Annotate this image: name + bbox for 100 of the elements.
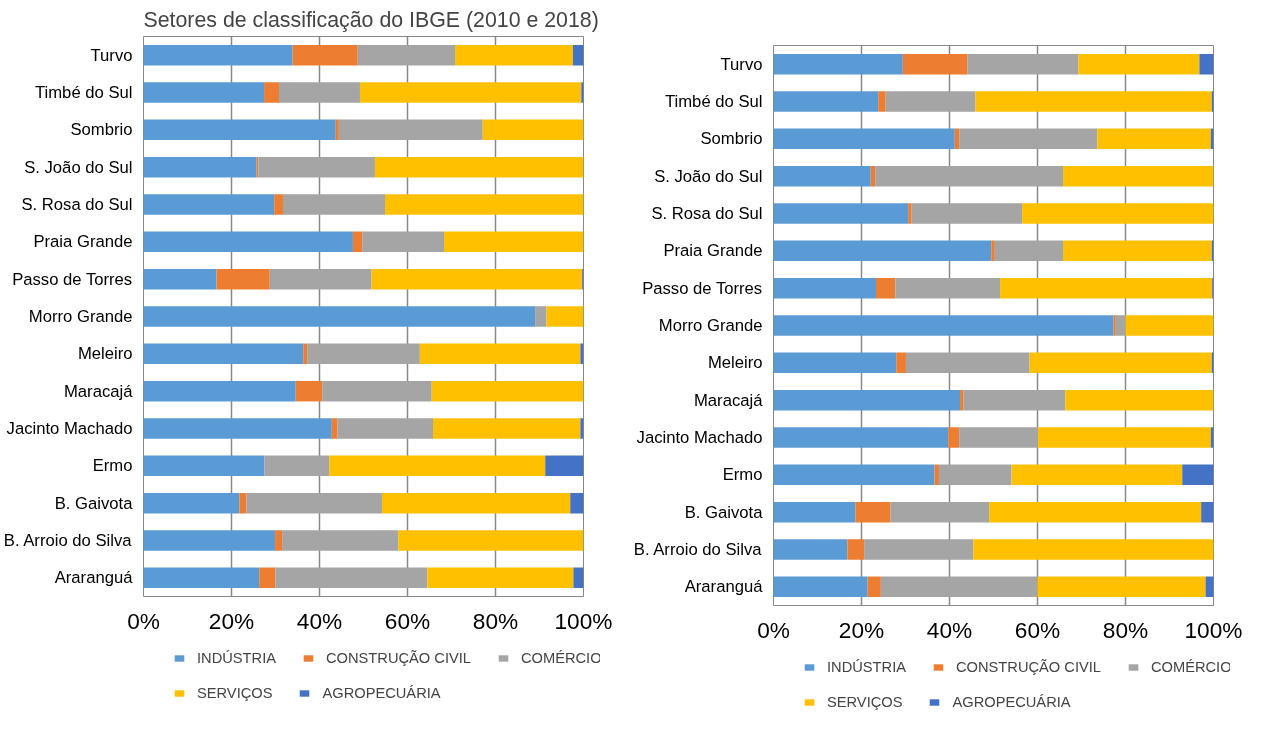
bar [143,530,276,551]
bar [938,464,1012,486]
bar [338,119,483,141]
legend-label: CONSTRUÇÃO CIVIL [326,650,471,666]
bar [433,418,581,439]
y-tick-label: Ermo [92,456,133,476]
bar [875,165,1064,187]
y-tick-label: Sombrio [700,129,763,149]
bar [535,306,547,327]
bar [322,380,432,402]
legend-label: COMÉRCIO [1150,659,1231,675]
y-tick-label: B. Arroio do Silva [633,540,763,559]
bar [773,128,955,150]
legend-label: SERVIÇOS [827,694,903,710]
bar [431,380,584,402]
bar [1037,576,1206,598]
bar [143,82,265,103]
bar [264,82,280,103]
y-tick-label: S. Rosa do Sul [21,195,133,214]
x-tick-label: 20% [208,607,255,634]
bar [307,343,420,365]
bar [143,418,332,439]
y-tick-label: Jacinto Machado [636,428,763,447]
bar [580,418,584,439]
chart-title: Setores de classificação do IBGE (2010 e 2018) [143,7,599,32]
bar [282,530,399,551]
bar [546,306,584,327]
bar [1022,203,1214,224]
bar [963,389,1066,411]
bar [896,352,906,374]
y-tick-label: Turvo [720,54,763,74]
x-tick-label: 100% [1184,616,1243,643]
bar [143,44,293,66]
y-tick-label: B. Gaivota [684,502,764,522]
bar [773,539,848,560]
bar [545,455,584,477]
x-tick-label: 80% [472,607,519,634]
bar [371,268,583,290]
bar [1065,389,1214,411]
bar [216,268,270,290]
bar [989,501,1202,523]
y-tick-label: S. João do Sul [654,166,763,186]
bar [994,240,1064,262]
bar [482,119,584,141]
bar [773,576,868,598]
bar [143,343,304,365]
y-tick-label: Praia Grande [33,232,133,252]
bar [880,576,1038,598]
bar [773,277,877,299]
bar [905,352,1030,374]
x-tick-label: 40% [296,607,343,634]
bar [359,82,582,103]
bar [570,492,584,514]
bar [876,277,896,299]
bar [847,539,865,560]
x-tick-label: 80% [1102,616,1149,643]
y-tick-label: Morro Grande [658,316,763,335]
bar [1078,53,1200,75]
y-tick-label: Passo de Torres [12,269,133,289]
bar [385,194,584,215]
y-tick-label: Maracajá [64,381,134,401]
bar [773,53,903,75]
bar [275,567,428,589]
y-tick-label: Praia Grande [663,241,763,261]
bar [352,231,363,253]
bar [975,91,1212,112]
bar [143,268,217,290]
bar [398,530,584,551]
bar [279,82,360,103]
y-tick-label: S. Rosa do Sul [651,204,763,223]
bar [1011,464,1183,486]
bar [239,492,247,514]
legend-label: INDÚSTRIA [197,650,276,666]
bar [329,455,546,477]
bar [573,567,584,589]
bar [1201,501,1214,523]
bar [374,156,584,178]
y-tick-label: Timbé do Sul [664,92,763,111]
bar [773,427,949,448]
legend-label: COMÉRCIO [520,650,601,666]
bar [381,492,571,514]
bar [773,464,935,486]
bar [295,380,323,402]
bar [1029,352,1212,374]
y-tick-label: Jacinto Machado [6,419,133,438]
y-tick-label: Araranguá [684,577,764,597]
x-tick-label: 20% [838,616,885,643]
bar [1115,315,1126,336]
bar [960,389,964,411]
bar [357,44,456,66]
bar [143,567,260,589]
bar [143,194,275,215]
x-tick-label: 0% [127,607,160,634]
bar [773,315,1114,336]
bar [773,203,909,224]
bar [991,240,995,262]
bar [1000,277,1213,299]
bar [303,343,308,365]
bar [572,44,584,66]
bar [1097,128,1211,150]
